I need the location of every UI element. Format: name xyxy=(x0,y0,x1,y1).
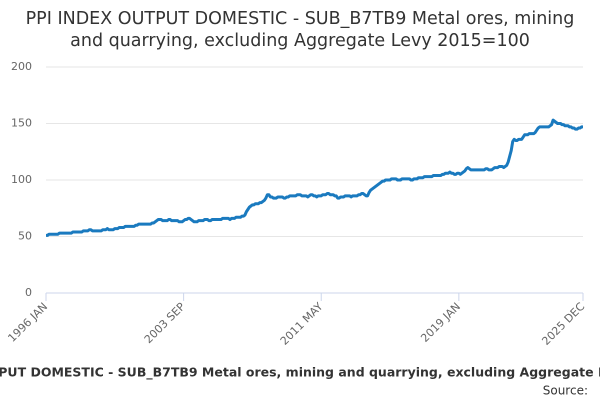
x-tick-label: 1996 JAN xyxy=(5,300,50,345)
legend-entry: PPI INDEX OUTPUT DOMESTIC - SUB_B7TB9 Me… xyxy=(0,365,600,381)
source: Source: xyxy=(543,384,588,398)
data-line xyxy=(46,118,583,237)
y-tick-label: 50 xyxy=(18,230,32,243)
x-tick-label: 2011 MAY xyxy=(278,300,326,348)
y-tick-label: 200 xyxy=(11,60,32,73)
y-tick-label: 0 xyxy=(25,286,32,299)
y-tick-label: 150 xyxy=(11,117,32,130)
x-tick-label: 2025 DEC xyxy=(539,300,587,348)
x-tick-label: 2003 SEP xyxy=(142,300,188,346)
y-tick-label: 100 xyxy=(11,173,32,186)
x-tick-label: 2019 JAN xyxy=(418,300,463,345)
chart-title: PPI INDEX OUTPUT DOMESTIC - SUB_B7TB9 Me… xyxy=(25,9,575,51)
